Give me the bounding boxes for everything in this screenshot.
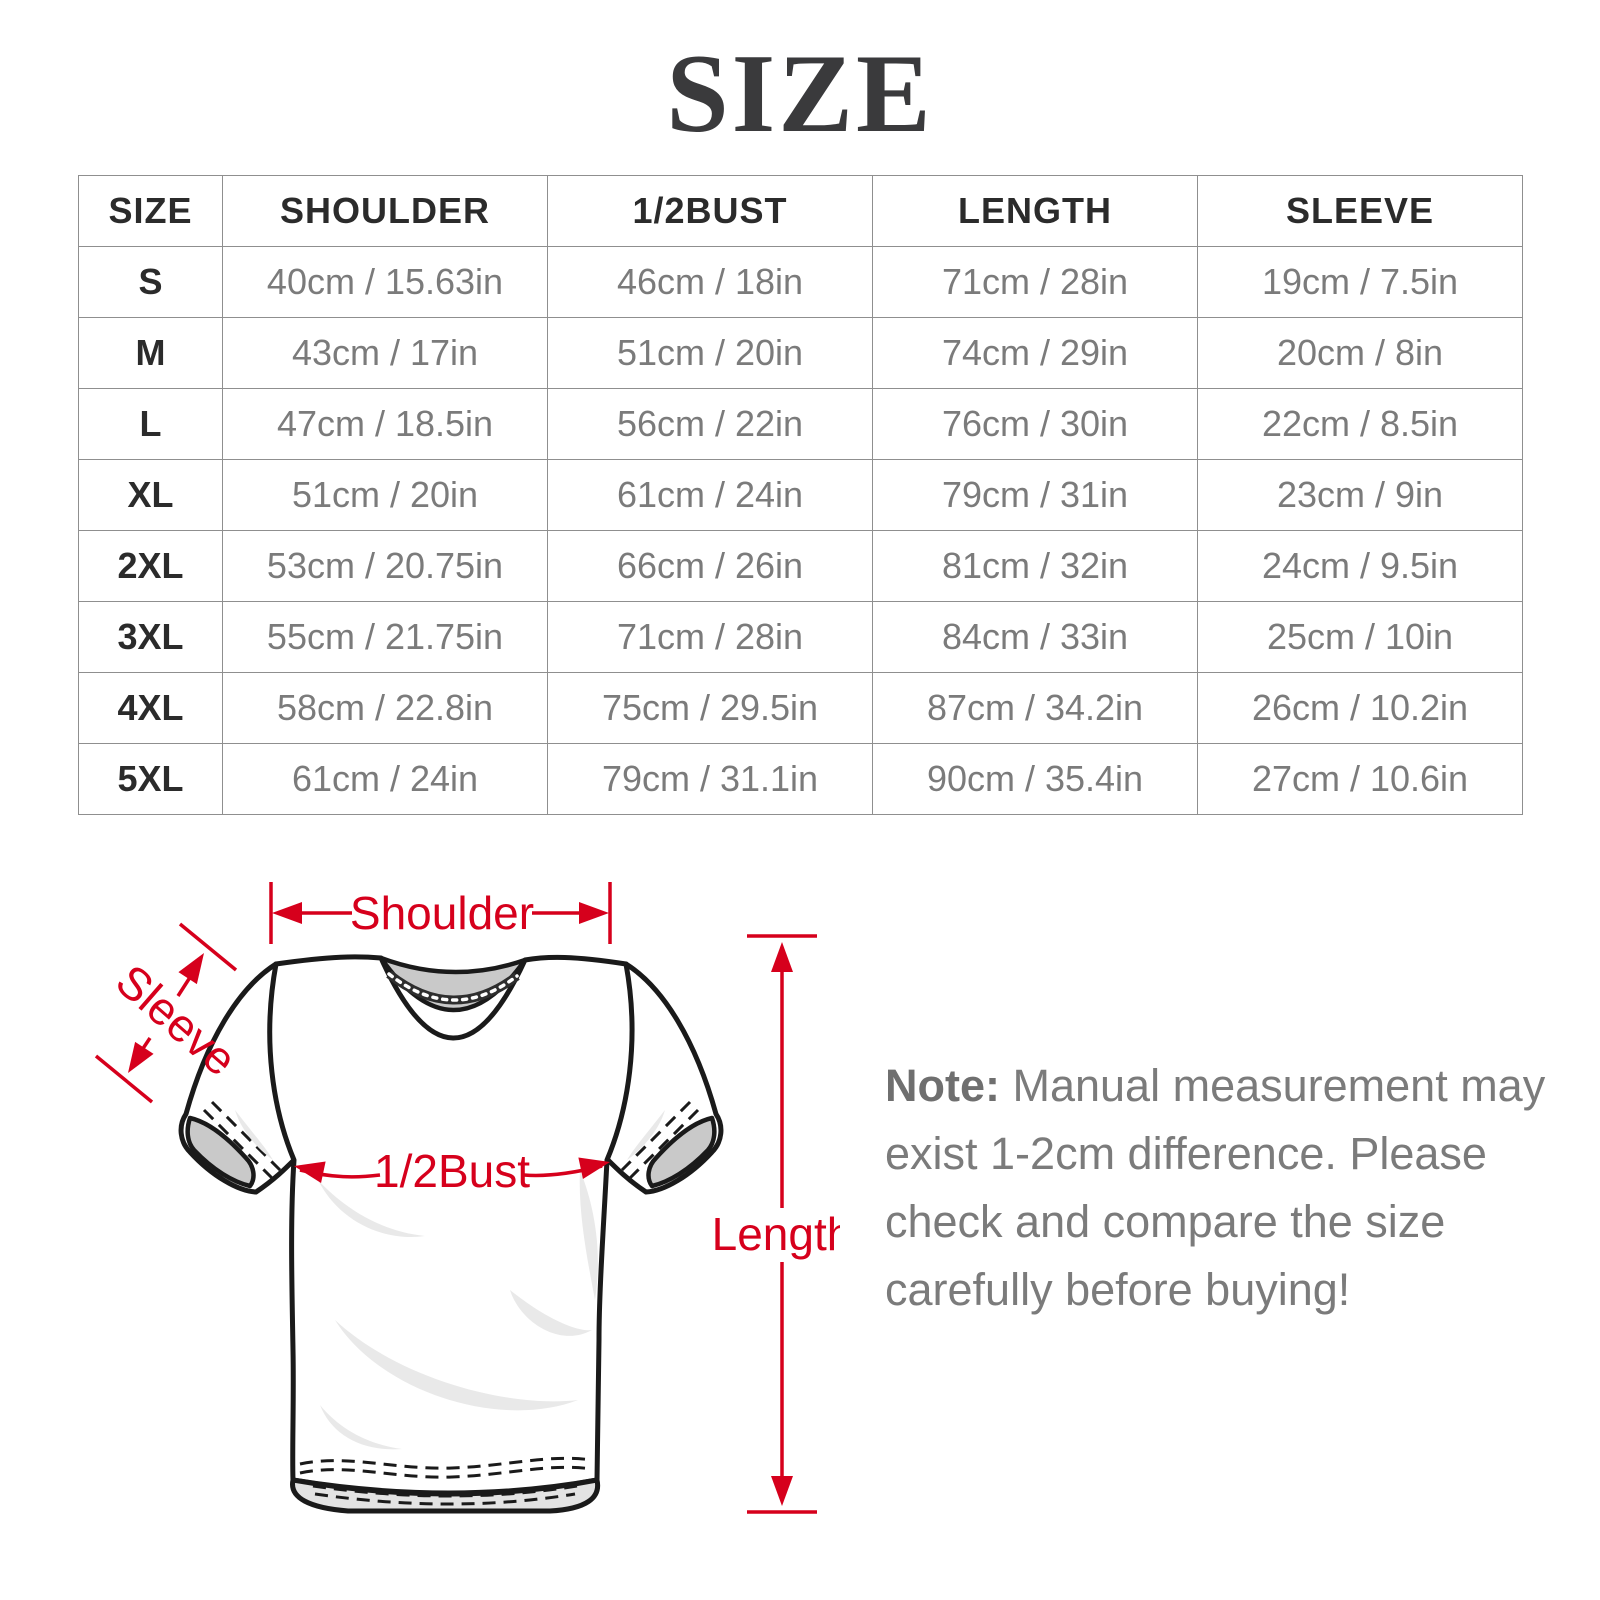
measurement-cell: 58cm / 22.8in (222, 672, 548, 744)
bust-arrow (294, 1157, 610, 1183)
size-cell: L (78, 388, 223, 460)
bust-label: 1/2Bust (374, 1145, 530, 1197)
measurement-cell: 61cm / 24in (222, 743, 548, 815)
measurement-cell: 61cm / 24in (547, 459, 873, 531)
measurement-cell: 74cm / 29in (872, 317, 1198, 389)
measurement-cell: 90cm / 35.4in (872, 743, 1198, 815)
measurement-cell: 53cm / 20.75in (222, 530, 548, 602)
measurement-cell: 79cm / 31in (872, 459, 1198, 531)
note-prefix: Note: (885, 1060, 1000, 1111)
size-cell: 3XL (78, 601, 223, 673)
note-line: Note: Manual measurement may (885, 1060, 1546, 1111)
measurement-cell: 43cm / 17in (222, 317, 548, 389)
measurement-cell: 76cm / 30in (872, 388, 1198, 460)
length-label: Length (712, 1208, 840, 1260)
measurement-cell: 84cm / 33in (872, 601, 1198, 673)
measurement-cell: 26cm / 10.2in (1197, 672, 1523, 744)
sleeve-arrow (94, 922, 238, 1104)
shoulder-label: Shoulder (350, 887, 534, 939)
measurement-cell: 27cm / 10.6in (1197, 743, 1523, 815)
measurement-cell: 81cm / 32in (872, 530, 1198, 602)
note-line: carefully before buying! (885, 1264, 1351, 1315)
column-header-size: SIZE (78, 175, 223, 247)
tshirt-measurement-diagram: Shoulder Sleeve 1/2Bust (94, 882, 840, 1514)
note-text: Note: Manual measurement may exist 1-2cm… (885, 1052, 1546, 1324)
note-line: exist 1-2cm difference. Please (885, 1128, 1487, 1179)
measurement-cell: 75cm / 29.5in (547, 672, 873, 744)
table-header-row: SIZE SHOULDER 1/2BUST LENGTH SLEEVE (78, 175, 1523, 247)
measurement-cell: 51cm / 20in (222, 459, 548, 531)
table-row: XL 51cm / 20in 61cm / 24in 79cm / 31in 2… (78, 459, 1523, 531)
column-header-sleeve: SLEEVE (1197, 175, 1523, 247)
column-header-length: LENGTH (872, 175, 1198, 247)
note-line: check and compare the size (885, 1196, 1446, 1247)
measurement-cell: 79cm / 31.1in (547, 743, 873, 815)
measurement-cell: 66cm / 26in (547, 530, 873, 602)
table-row: 5XL 61cm / 24in 79cm / 31.1in 90cm / 35.… (78, 743, 1523, 815)
table-row: L 47cm / 18.5in 56cm / 22in 76cm / 30in … (78, 388, 1523, 460)
size-table: SIZE SHOULDER 1/2BUST LENGTH SLEEVE S 40… (78, 175, 1523, 815)
shoulder-arrow (269, 882, 612, 944)
measurement-cell: 19cm / 7.5in (1197, 246, 1523, 318)
column-header-shoulder: SHOULDER (222, 175, 548, 247)
measurement-cell: 55cm / 21.75in (222, 601, 548, 673)
table-row: 4XL 58cm / 22.8in 75cm / 29.5in 87cm / 3… (78, 672, 1523, 744)
page-title: SIZE (666, 32, 934, 156)
measurement-cell: 47cm / 18.5in (222, 388, 548, 460)
measurement-cell: 71cm / 28in (547, 601, 873, 673)
measurement-cell: 22cm / 8.5in (1197, 388, 1523, 460)
measurement-cell: 25cm / 10in (1197, 601, 1523, 673)
table-row: 3XL 55cm / 21.75in 71cm / 28in 84cm / 33… (78, 601, 1523, 673)
measurement-cell: 51cm / 20in (547, 317, 873, 389)
measurement-cell: 71cm / 28in (872, 246, 1198, 318)
measurement-cell: 24cm / 9.5in (1197, 530, 1523, 602)
measurement-cell: 20cm / 8in (1197, 317, 1523, 389)
length-arrow (747, 934, 817, 1514)
measurement-cell: 56cm / 22in (547, 388, 873, 460)
size-cell: 4XL (78, 672, 223, 744)
measurement-cell: 23cm / 9in (1197, 459, 1523, 531)
tshirt-illustration (178, 954, 724, 1514)
measurement-cell: 40cm / 15.63in (222, 246, 548, 318)
table-row: 2XL 53cm / 20.75in 66cm / 26in 81cm / 32… (78, 530, 1523, 602)
size-cell: 2XL (78, 530, 223, 602)
measurement-cell: 46cm / 18in (547, 246, 873, 318)
size-cell: XL (78, 459, 223, 531)
measurement-cell: 87cm / 34.2in (872, 672, 1198, 744)
table-row: S 40cm / 15.63in 46cm / 18in 71cm / 28in… (78, 246, 1523, 318)
table-row: M 43cm / 17in 51cm / 20in 74cm / 29in 20… (78, 317, 1523, 389)
size-cell: S (78, 246, 223, 318)
size-cell: M (78, 317, 223, 389)
size-cell: 5XL (78, 743, 223, 815)
column-header-bust: 1/2BUST (547, 175, 873, 247)
